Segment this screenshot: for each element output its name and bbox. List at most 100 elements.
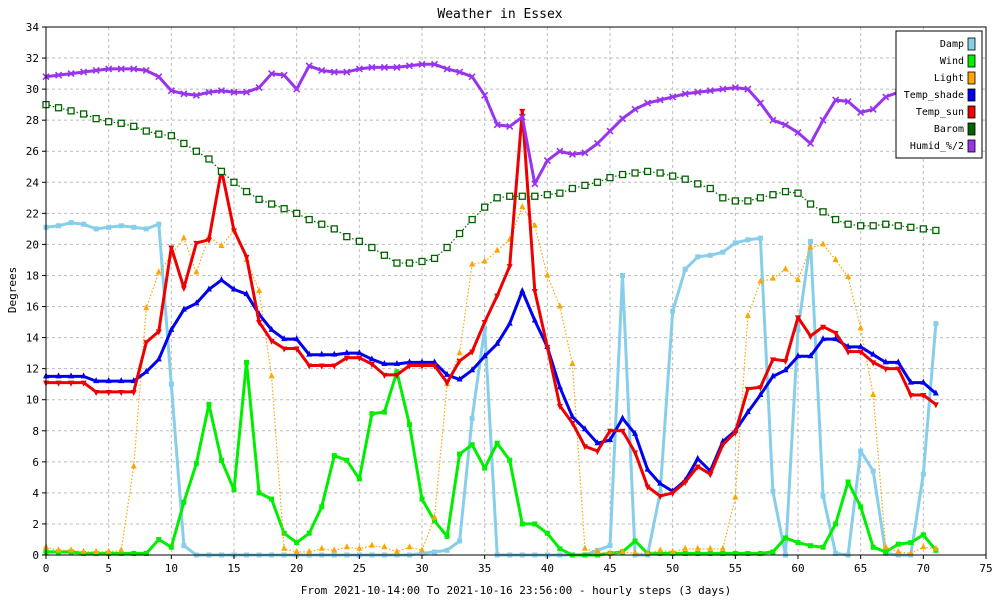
data-point bbox=[569, 421, 576, 427]
data-point bbox=[432, 549, 438, 555]
data-point bbox=[68, 380, 75, 387]
data-point bbox=[469, 442, 475, 448]
data-point bbox=[143, 550, 149, 556]
data-point bbox=[806, 200, 815, 208]
data-point bbox=[682, 480, 689, 487]
data-point bbox=[330, 68, 338, 76]
data-point bbox=[619, 428, 626, 435]
series-humid-2 bbox=[42, 60, 940, 188]
data-point bbox=[230, 178, 238, 186]
data-point bbox=[231, 285, 237, 292]
data-point bbox=[531, 316, 538, 323]
data-point bbox=[518, 192, 526, 200]
data-point bbox=[795, 315, 801, 322]
data-point bbox=[55, 546, 62, 553]
data-point bbox=[594, 439, 601, 446]
data-point bbox=[481, 91, 489, 99]
data-point bbox=[882, 366, 889, 373]
legend-label-wind: Wind bbox=[940, 56, 964, 67]
data-point bbox=[606, 127, 614, 135]
data-point bbox=[242, 187, 251, 196]
data-point bbox=[55, 380, 62, 387]
x-tick-label: 10 bbox=[165, 562, 178, 575]
data-point bbox=[105, 65, 113, 73]
data-point bbox=[482, 465, 488, 471]
legend-label-light: Light bbox=[934, 73, 964, 84]
data-point bbox=[657, 546, 664, 553]
plot-frame bbox=[45, 26, 987, 556]
data-point bbox=[606, 173, 614, 182]
y-tick-label: 4 bbox=[32, 487, 39, 500]
y-tick-label: 20 bbox=[26, 238, 39, 251]
data-point bbox=[193, 460, 199, 466]
data-point bbox=[456, 375, 463, 382]
data-point bbox=[870, 468, 876, 474]
y-tick-label: 2 bbox=[32, 518, 39, 531]
data-point bbox=[757, 235, 763, 241]
data-point bbox=[343, 543, 350, 550]
data-point bbox=[419, 550, 425, 556]
data-point bbox=[581, 444, 588, 451]
legend-swatch-barom bbox=[967, 122, 976, 136]
data-point bbox=[557, 546, 563, 552]
data-point bbox=[857, 108, 865, 116]
data-point bbox=[481, 257, 488, 264]
data-point bbox=[932, 544, 939, 551]
data-point bbox=[180, 234, 187, 241]
data-point bbox=[443, 243, 451, 252]
data-point bbox=[593, 139, 602, 148]
data-point bbox=[907, 378, 914, 385]
series-line-barom bbox=[45, 104, 936, 264]
data-point bbox=[380, 251, 389, 259]
data-point bbox=[568, 150, 576, 158]
data-point bbox=[355, 65, 363, 73]
legend: Damp Wind Light Temp_shade Temp_sun Barom Humi… bbox=[895, 30, 983, 159]
data-point bbox=[907, 223, 915, 231]
data-point bbox=[519, 203, 526, 210]
data-point bbox=[568, 184, 577, 193]
data-point bbox=[331, 350, 338, 357]
legend-swatch-humid-2 bbox=[967, 139, 976, 153]
data-point bbox=[745, 237, 751, 243]
x-tick-label: 5 bbox=[105, 562, 112, 575]
data-point bbox=[130, 122, 138, 131]
data-point bbox=[156, 536, 162, 542]
data-point bbox=[280, 71, 288, 79]
series-line-temp-sun bbox=[46, 109, 937, 498]
x-tick-label: 35 bbox=[478, 562, 491, 575]
data-point bbox=[343, 68, 351, 76]
data-point bbox=[230, 88, 238, 96]
data-point bbox=[193, 240, 200, 247]
data-point bbox=[543, 156, 551, 165]
data-point bbox=[707, 472, 714, 479]
data-point bbox=[405, 62, 414, 70]
data-point bbox=[644, 484, 651, 491]
data-point bbox=[456, 68, 464, 76]
data-point bbox=[756, 194, 765, 202]
data-point bbox=[155, 73, 163, 81]
data-point bbox=[820, 324, 827, 331]
data-point bbox=[795, 352, 801, 359]
x-tick-label: 60 bbox=[791, 562, 804, 575]
data-point bbox=[306, 350, 313, 357]
data-point bbox=[844, 220, 852, 228]
data-point bbox=[506, 122, 514, 130]
data-point bbox=[681, 175, 689, 183]
data-point bbox=[268, 70, 276, 78]
data-point bbox=[631, 169, 639, 177]
data-point bbox=[343, 232, 351, 241]
data-point bbox=[143, 367, 150, 374]
y-tick-label: 34 bbox=[26, 21, 40, 34]
y-tick-label: 32 bbox=[26, 52, 39, 65]
data-point bbox=[168, 325, 175, 332]
data-point bbox=[294, 540, 300, 546]
y-tick-label: 28 bbox=[26, 114, 39, 127]
data-point bbox=[632, 450, 639, 457]
data-point bbox=[769, 357, 776, 364]
data-point bbox=[368, 355, 375, 362]
data-point bbox=[770, 488, 776, 494]
legend-swatch-light bbox=[967, 71, 976, 85]
data-point bbox=[769, 116, 777, 124]
data-point bbox=[920, 378, 927, 385]
data-point bbox=[181, 499, 187, 505]
